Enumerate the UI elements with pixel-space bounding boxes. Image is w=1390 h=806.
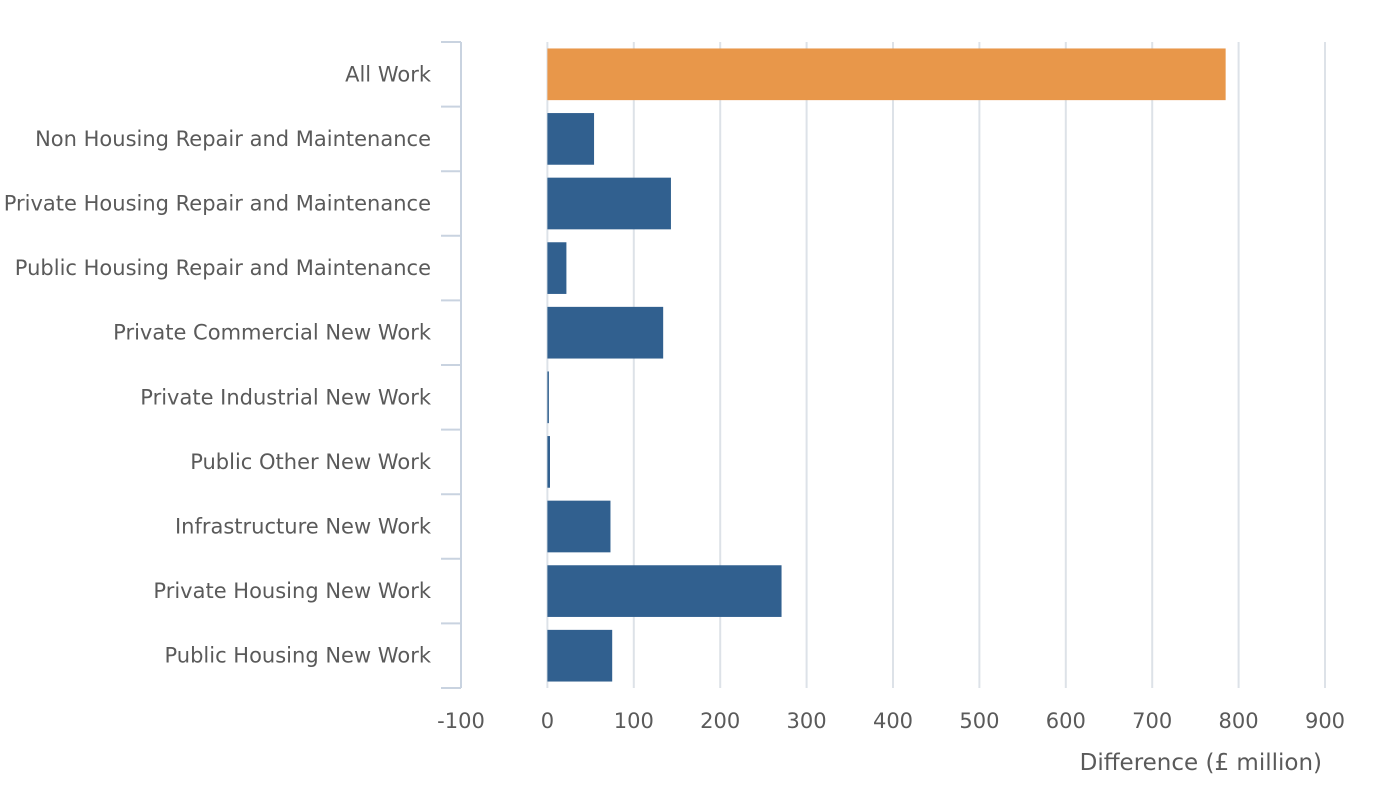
x-tick-label: 600: [1046, 709, 1086, 733]
category-label-public-housing-new-work: Public Housing New Work: [164, 644, 431, 668]
bar-private-housing-repair-and-maintenance: [547, 177, 671, 230]
bar-private-housing-new-work: [547, 565, 782, 617]
bar-all-work: [547, 48, 1226, 101]
x-tick-label: 500: [959, 709, 999, 733]
category-label-private-housing-new-work: Private Housing New Work: [153, 579, 431, 603]
category-labels: All Work Non Housing Repair and Maintenan…: [4, 62, 432, 667]
bar-public-other-new-work: [547, 436, 550, 488]
bars: [547, 48, 1226, 682]
category-label-public-other-new-work: Public Other New Work: [190, 450, 432, 474]
bar-public-housing-repair-and-maintenance: [547, 242, 567, 294]
bar-public-housing-new-work: [547, 629, 613, 682]
x-tick-label: 0: [541, 709, 554, 733]
category-label-public-housing-repair-and-maintenance: Public Housing Repair and Maintenance: [15, 256, 431, 280]
category-label-private-housing-repair-and-maintenance: Private Housing Repair and Maintenance: [4, 192, 431, 216]
x-tick-label: 300: [787, 709, 827, 733]
x-tick-label: 100: [614, 709, 654, 733]
x-tick-label: 700: [1132, 709, 1172, 733]
x-tick-label: -100: [437, 709, 485, 733]
bar-private-commercial-new-work: [547, 306, 664, 359]
bar-infrastructure-new-work: [547, 500, 611, 553]
category-label-private-industrial-new-work: Private Industrial New Work: [140, 385, 432, 409]
category-label-all-work: All Work: [345, 62, 432, 86]
bar-private-industrial-new-work: [547, 371, 549, 424]
x-tick-label: 800: [1219, 709, 1259, 733]
x-axis-tick-labels: -100 0 100 200 300 400 500 600 700 800 900: [437, 709, 1345, 733]
category-label-infrastructure-new-work: Infrastructure New Work: [175, 515, 432, 539]
category-label-non-housing-repair-and-maintenance: Non Housing Repair and Maintenance: [35, 127, 431, 151]
grid-lines: [546, 42, 1326, 688]
y-axis: [441, 41, 462, 689]
category-label-private-commercial-new-work: Private Commercial New Work: [113, 321, 432, 345]
x-tick-label: 900: [1305, 709, 1345, 733]
x-tick-label: 200: [700, 709, 740, 733]
x-tick-label: 400: [873, 709, 913, 733]
bar-non-housing-repair-and-maintenance: [547, 113, 595, 165]
x-axis-title: Difference (£ million): [1080, 750, 1322, 776]
